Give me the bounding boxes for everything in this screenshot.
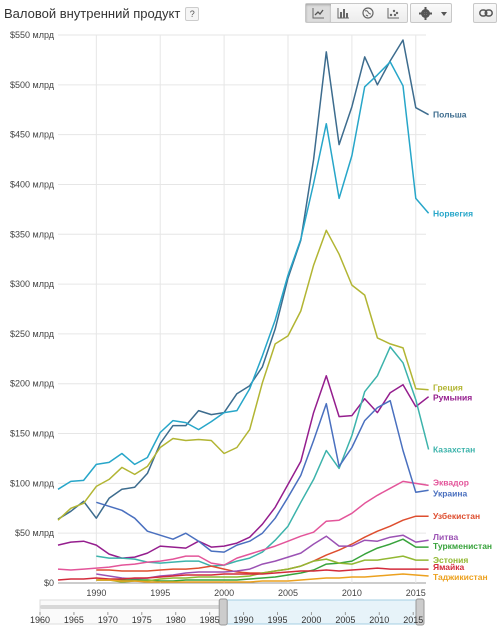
y-tick-label: $100 млрд xyxy=(10,478,55,488)
timeline-tick-label: 2000 xyxy=(301,615,321,625)
link-icon xyxy=(479,9,493,17)
x-tick-label: 2005 xyxy=(278,588,298,598)
series-label: Эстония xyxy=(433,555,468,565)
timeline-handle-right[interactable] xyxy=(415,598,425,626)
bar-chart-icon xyxy=(337,8,349,19)
y-tick-label: $550 млрд xyxy=(10,30,55,40)
series-label: Литва xyxy=(433,532,458,542)
help-button[interactable]: ? xyxy=(185,7,200,21)
gear-icon xyxy=(419,7,432,20)
y-tick-label: $350 млрд xyxy=(10,229,55,239)
page-title: Валовой внутренний продукт? xyxy=(4,6,200,21)
chart-header: Валовой внутренний продукт? xyxy=(0,0,500,30)
x-tick-label: 2000 xyxy=(214,588,234,598)
line-chart-icon xyxy=(312,8,324,19)
timeline-tick-label: 1960 xyxy=(30,615,50,625)
timeline-tick-label: 1990 xyxy=(234,615,254,625)
timeline-tick-label: 1985 xyxy=(200,615,220,625)
series-label: Таджикистан xyxy=(433,572,488,582)
x-tick-label: 2010 xyxy=(342,588,362,598)
series-label: Ямайка xyxy=(433,562,464,572)
series-line[interactable] xyxy=(57,229,429,521)
y-tick-label: $50 млрд xyxy=(15,528,55,538)
timeline-tick-label: 1970 xyxy=(98,615,118,625)
timeline-slider[interactable]: 1960 1965 1970 1975 1980 1985 1990 1995 2000 2005… xyxy=(30,598,425,626)
grid xyxy=(58,34,426,584)
series-line[interactable] xyxy=(57,375,430,559)
series-line[interactable] xyxy=(96,399,429,553)
map-button[interactable] xyxy=(356,4,381,22)
series-label: Греция xyxy=(433,383,463,393)
settings-dropdown[interactable] xyxy=(410,3,452,23)
series-line[interactable] xyxy=(57,39,429,520)
y-axis: $0 $50 млрд $100 млрд $150 млрд $200 млрд $25… xyxy=(10,30,55,588)
y-tick-label: $0 xyxy=(44,578,54,588)
y-tick-label: $500 млрд xyxy=(10,80,55,90)
series-label: Казахстан xyxy=(433,444,475,454)
scatter-chart-icon xyxy=(387,8,399,19)
series-label: Эквадор xyxy=(433,477,469,487)
y-tick-label: $150 млрд xyxy=(10,429,55,439)
x-tick-label: 2015 xyxy=(406,588,426,598)
timeline-tick-label: 2010 xyxy=(369,615,389,625)
link-button[interactable] xyxy=(473,3,497,23)
series-line[interactable] xyxy=(57,61,430,490)
timeline-tick-label: 2005 xyxy=(335,615,355,625)
timeline-tick-label: 1965 xyxy=(64,615,84,625)
y-tick-label: $200 млрд xyxy=(10,379,55,389)
series-line[interactable] xyxy=(96,555,429,583)
x-tick-label: 1990 xyxy=(86,588,106,598)
timeline-tick-label: 2015 xyxy=(403,615,423,625)
series-label: Польша xyxy=(433,110,467,120)
line-chart-button[interactable] xyxy=(306,4,331,22)
series-label: Украина xyxy=(433,488,467,498)
chevron-down-icon xyxy=(441,12,447,16)
series-label: Норвегия xyxy=(433,208,473,218)
series-line[interactable] xyxy=(57,480,429,571)
timeline-handle-left[interactable] xyxy=(218,598,228,626)
scatter-chart-button[interactable] xyxy=(381,4,406,22)
title-text: Валовой внутренний продукт xyxy=(4,6,181,21)
bar-chart-button[interactable] xyxy=(331,4,356,22)
series-label: Туркменистан xyxy=(433,541,492,551)
series-lines[interactable] xyxy=(57,39,430,583)
series-line[interactable] xyxy=(57,567,429,581)
timeline-tick-label: 1975 xyxy=(132,615,152,625)
x-axis: 1990 1995 2000 2005 2010 2015 xyxy=(86,588,425,598)
chart-type-toolbar xyxy=(305,3,408,23)
y-tick-label: $450 млрд xyxy=(10,130,55,140)
series-label: Румыния xyxy=(433,393,472,403)
series-label: Узбекистан xyxy=(433,511,480,521)
series-line[interactable] xyxy=(96,573,429,583)
y-tick-label: $300 млрд xyxy=(10,279,55,289)
y-tick-label: $250 млрд xyxy=(10,329,55,339)
timeline-tick-label: 1980 xyxy=(166,615,186,625)
timeline-tick-label: 1995 xyxy=(267,615,287,625)
y-tick-label: $400 млрд xyxy=(10,179,55,189)
globe-icon xyxy=(362,7,374,19)
x-tick-label: 1995 xyxy=(150,588,170,598)
